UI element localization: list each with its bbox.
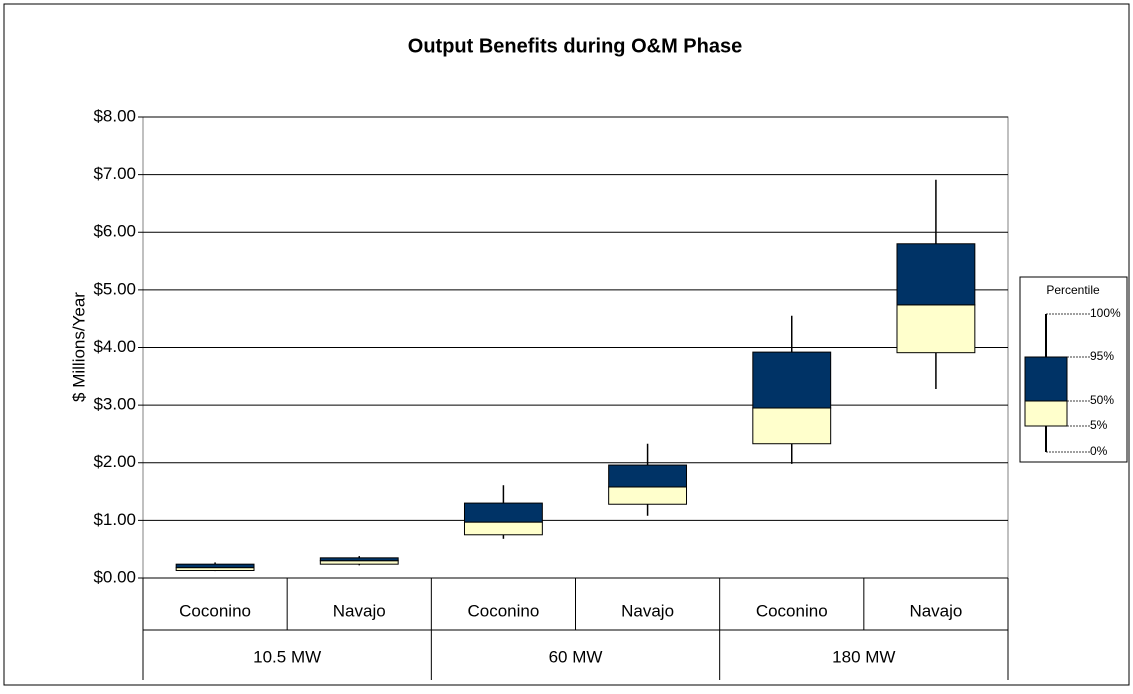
legend-lower: [1024, 400, 1068, 427]
box-upper: [752, 351, 832, 409]
legend-label: 50%: [1090, 393, 1114, 407]
y-tick-label: $8.00: [93, 106, 136, 125]
x-tick-label: Navajo: [333, 601, 386, 620]
y-tick-label: $4.00: [93, 337, 136, 356]
box-upper: [319, 557, 399, 562]
legend-title: Percentile: [1046, 283, 1100, 297]
box-upper: [896, 243, 976, 306]
box-lower: [752, 407, 832, 445]
y-tick-label: $0.00: [93, 567, 136, 586]
y-tick-label: $2.00: [93, 452, 136, 471]
group-label: 60 MW: [549, 647, 603, 666]
box-upper: [463, 502, 543, 523]
y-tick-label: $1.00: [93, 510, 136, 529]
x-tick-label: Coconino: [756, 601, 828, 620]
x-tick-label: Navajo: [909, 601, 962, 620]
y-tick-label: $7.00: [93, 164, 136, 183]
legend-label: 0%: [1090, 444, 1108, 458]
y-tick-label: $3.00: [93, 395, 136, 414]
chart-title: Output Benefits during O&M Phase: [408, 35, 742, 57]
x-tick-label: Coconino: [179, 601, 251, 620]
x-tick-label: Coconino: [468, 601, 540, 620]
box-lower: [319, 560, 399, 565]
box-lower: [608, 486, 688, 505]
box-upper: [175, 563, 255, 569]
x-tick-label: Navajo: [621, 601, 674, 620]
group-label: 10.5 MW: [253, 647, 321, 666]
y-axis-label: $ Millions/Year: [69, 292, 88, 402]
legend-label: 100%: [1090, 306, 1121, 320]
y-tick-label: $5.00: [93, 279, 136, 298]
legend-label: 5%: [1090, 418, 1108, 432]
y-tick-label: $6.00: [93, 222, 136, 241]
group-label: 180 MW: [832, 647, 895, 666]
box-lower: [896, 304, 976, 354]
box-upper: [608, 464, 688, 488]
legend-upper: [1024, 356, 1068, 402]
legend-label: 95%: [1090, 349, 1114, 363]
box-lower: [463, 521, 543, 536]
